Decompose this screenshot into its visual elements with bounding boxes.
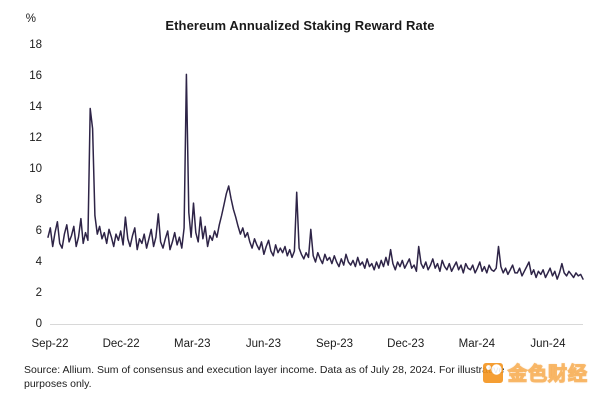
source-note: Source: Allium. Sum of consensus and exe…: [24, 364, 564, 391]
y-tick-label: 2: [35, 287, 42, 299]
y-tick-label: 4: [35, 256, 42, 268]
x-tick-label: Dec-22: [102, 338, 140, 350]
y-tick-label: 8: [35, 194, 42, 206]
source-note-line1: Source: Allium. Sum of consensus and exe…: [24, 364, 505, 376]
y-tick-label: 12: [29, 132, 42, 144]
chart-line: [47, 73, 584, 280]
y-axis-unit-label: %: [25, 13, 36, 25]
watermark-text: 金色财经: [507, 363, 588, 385]
y-tick-label: 0: [35, 318, 42, 330]
watermark: 金色财经: [482, 359, 588, 386]
x-tick-label: Sep-23: [316, 338, 354, 350]
x-tick-label: Sep-22: [31, 338, 69, 350]
x-tick-label: Jun-23: [245, 338, 281, 350]
jinse-finance-logo-icon: [482, 363, 503, 383]
y-tick-label: 14: [29, 101, 42, 113]
source-note-line2: purposes only.: [24, 377, 92, 390]
x-tick-label: Jun-24: [530, 338, 566, 350]
chart-title: Ethereum Annualized Staking Reward Rate: [165, 18, 435, 33]
y-tick-label: 16: [29, 70, 42, 82]
x-tick-label: Mar-24: [458, 338, 496, 350]
y-tick-label: 18: [29, 39, 42, 51]
y-tick-label: 6: [35, 225, 42, 237]
x-tick-label: Dec-23: [387, 338, 425, 350]
x-tick-label: Mar-23: [174, 338, 211, 350]
y-tick-label: 10: [29, 163, 42, 175]
